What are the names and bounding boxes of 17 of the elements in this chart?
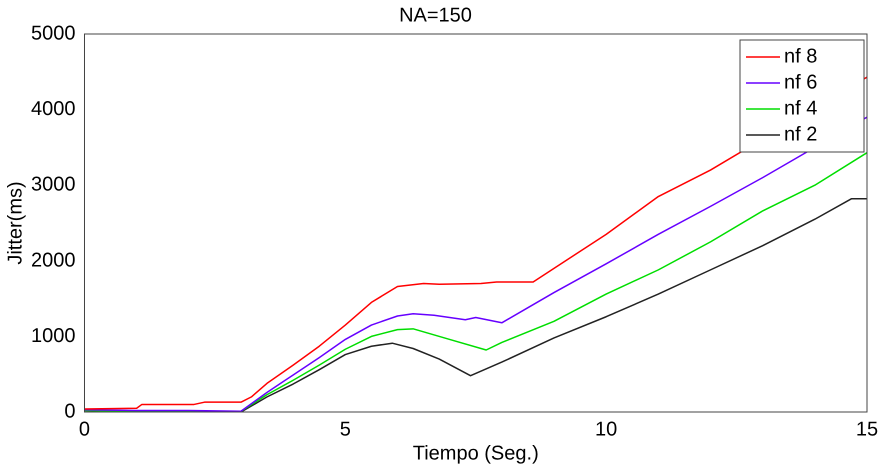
y-tick-label: 2000 [30,249,76,272]
chart-title: NA=150 [399,4,472,27]
y-axis-title: Jitter(ms) [4,181,27,265]
x-tick-label: 0 [78,418,90,441]
y-tick-label: 0 [64,400,76,423]
y-tick-label: 4000 [30,98,76,120]
legend-label: nf 6 [784,72,818,94]
x-tick-label: 15 [856,418,878,441]
legend-label: nf 8 [784,46,818,68]
y-tick-label: 3000 [30,174,76,196]
legend-label: nf 2 [784,124,818,146]
x-tick-label: 10 [595,418,618,441]
legend-label: nf 4 [784,98,818,120]
y-tick-label: 1000 [30,324,76,347]
x-axis-title: Tiempo (Seg.) [412,442,539,465]
y-tick-label: 5000 [30,22,76,45]
x-tick-label: 5 [340,418,351,441]
